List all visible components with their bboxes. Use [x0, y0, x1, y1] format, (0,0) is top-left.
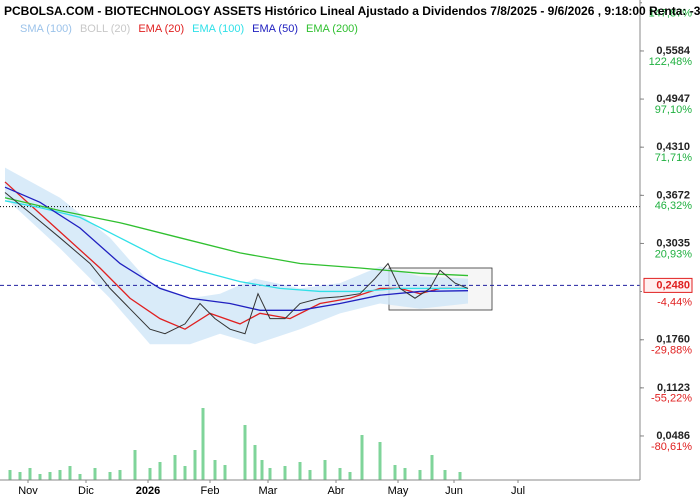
- volume-bar: [403, 468, 407, 480]
- legend-entry: EMA (100): [192, 23, 244, 35]
- volume-bar: [323, 460, 327, 480]
- indicator-line: [4, 186, 469, 311]
- y-tick-label: 0,4947: [656, 93, 690, 105]
- volume-bar: [430, 455, 434, 480]
- last-price-label: 0,2480: [656, 279, 690, 291]
- x-tick-label: Nov: [18, 485, 38, 497]
- y2-tick-label: 46,32%: [655, 200, 693, 212]
- volume-bar: [268, 468, 272, 480]
- volume-bar: [360, 435, 364, 480]
- volume-bar: [223, 465, 227, 480]
- y2-tick-label: 20,93%: [655, 248, 693, 260]
- volume-bar: [283, 466, 287, 480]
- y2-tick-label: -29,88%: [651, 345, 692, 357]
- volume-bar: [393, 465, 397, 480]
- y-tick-label: 0,0486: [656, 430, 690, 442]
- legend-entry: EMA (20): [138, 23, 184, 35]
- y-tick-label: 0,4310: [656, 141, 690, 153]
- indicator-line: [4, 181, 468, 330]
- x-tick-label: Jul: [511, 485, 525, 497]
- y2-tick-label: -55,22%: [651, 393, 692, 405]
- volume-bar: [338, 468, 342, 480]
- volume-bar: [148, 468, 152, 480]
- volume-bar: [78, 474, 82, 480]
- indicator-line: [4, 197, 469, 277]
- y2-tick-label: 122,48%: [649, 56, 693, 68]
- volume-bar: [58, 470, 62, 480]
- last-price-box: [643, 277, 693, 293]
- y-tick-label: 0,1123: [657, 382, 690, 394]
- volume-bar: [68, 466, 72, 480]
- price-line: [4, 192, 469, 335]
- y-tick-label: 0,5584: [656, 45, 691, 57]
- volume-bar: [458, 472, 462, 480]
- x-tick-label: Dic: [78, 485, 94, 497]
- x-tick-label: Feb: [201, 485, 220, 497]
- legend-entry: BOLL (20): [80, 23, 130, 35]
- volume-bar: [28, 468, 32, 480]
- volume-bar: [201, 408, 205, 480]
- y-tick-label: 0,3035: [656, 237, 690, 249]
- legend-entry: EMA (50): [252, 23, 298, 35]
- volume-bar: [308, 470, 312, 480]
- y-tick-label: 0,1760: [656, 334, 690, 346]
- volume-bar: [418, 470, 422, 480]
- x-tick-label: 2026: [136, 485, 160, 497]
- legend-entry: SMA (100): [20, 23, 72, 35]
- volume-bar: [378, 442, 382, 480]
- volume-bar: [158, 462, 162, 480]
- x-tick-label: Abr: [327, 485, 344, 497]
- y2-tick-label: 97,10%: [655, 104, 693, 116]
- y2-tick-label: 147,87%: [649, 8, 693, 20]
- volume-bar: [193, 450, 197, 480]
- volume-bar: [118, 470, 122, 480]
- volume-bar: [93, 468, 97, 480]
- volume-bar: [8, 470, 12, 480]
- x-tick-label: Jun: [445, 485, 463, 497]
- volume-bar: [108, 472, 112, 480]
- volume-bar: [183, 466, 187, 480]
- y2-tick-label: 71,71%: [655, 152, 693, 164]
- volume-bar: [260, 460, 264, 480]
- volume-bar: [298, 462, 302, 480]
- volume-bar: [48, 472, 52, 480]
- x-tick-label: May: [388, 485, 409, 497]
- y2-tick-label: -80,61%: [651, 441, 692, 453]
- volume-bar: [173, 455, 177, 480]
- volume-bar: [38, 474, 42, 480]
- chart-title: PCBOLSA.COM - BIOTECHNOLOGY ASSETS Histó…: [4, 4, 700, 18]
- volume-bar: [253, 445, 257, 480]
- volume-bar: [18, 472, 22, 480]
- volume-bar: [443, 470, 447, 480]
- bollinger-band: [5, 167, 468, 345]
- volume-bar: [213, 460, 217, 480]
- volume-bar: [133, 450, 137, 480]
- y2-tick-label: -4,44%: [657, 296, 692, 308]
- y-tick-label: 0,3672: [656, 189, 690, 201]
- volume-bar: [243, 425, 247, 480]
- volume-bar: [348, 472, 352, 480]
- legend-entry: EMA (200): [306, 23, 358, 35]
- x-tick-label: Mar: [259, 485, 278, 497]
